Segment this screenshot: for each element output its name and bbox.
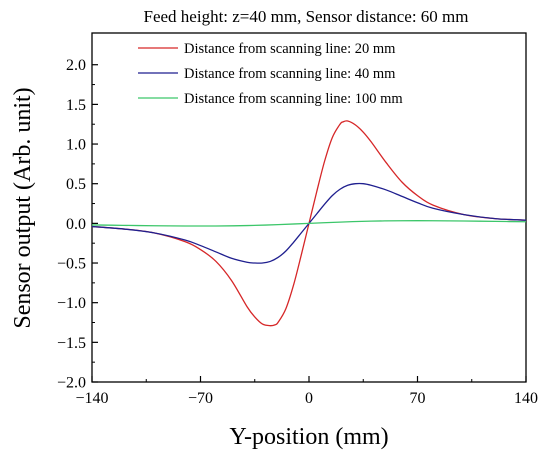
- x-axis: −140 −70 0 70 140: [75, 376, 538, 407]
- y-tick-label: −2.0: [57, 375, 86, 392]
- legend-label-2: Distance from scanning line: 40 mm: [184, 66, 396, 82]
- y-axis-label: Sensor output (Arb. unit): [10, 87, 36, 328]
- y-tick-label: −1.0: [57, 295, 86, 312]
- y-tick-label: −1.5: [57, 335, 86, 352]
- legend-label-1: Distance from scanning line: 20 mm: [184, 41, 396, 57]
- chart-title: Feed height: z=40 mm, Sensor distance: 6…: [144, 7, 469, 26]
- y-tick-label: −0.5: [57, 256, 86, 273]
- y-tick-label: 0.5: [66, 176, 86, 193]
- y-tick-label: 1.5: [66, 97, 86, 114]
- x-tick-label: 0: [305, 390, 313, 407]
- series-layer: [91, 120, 527, 327]
- legend: Distance from scanning line: 20 mm Distan…: [138, 41, 403, 107]
- series-line-3: [91, 220, 527, 227]
- x-tick-label: 70: [410, 390, 426, 407]
- legend-label-3: Distance from scanning line: 100 mm: [184, 91, 403, 107]
- x-tick-label: 140: [514, 390, 538, 407]
- y-axis: −2.0 −1.5 −1.0 −0.5 0.0 0.5 1.0 1.5 2.0: [57, 57, 98, 392]
- y-tick-label: 0.0: [66, 216, 86, 233]
- y-tick-label: 1.0: [66, 137, 86, 154]
- x-tick-label: −140: [75, 390, 108, 407]
- x-axis-label: Y-position (mm): [229, 424, 388, 450]
- plot-frame: [91, 32, 527, 383]
- y-tick-label: 2.0: [66, 57, 86, 74]
- x-tick-label: −70: [188, 390, 213, 407]
